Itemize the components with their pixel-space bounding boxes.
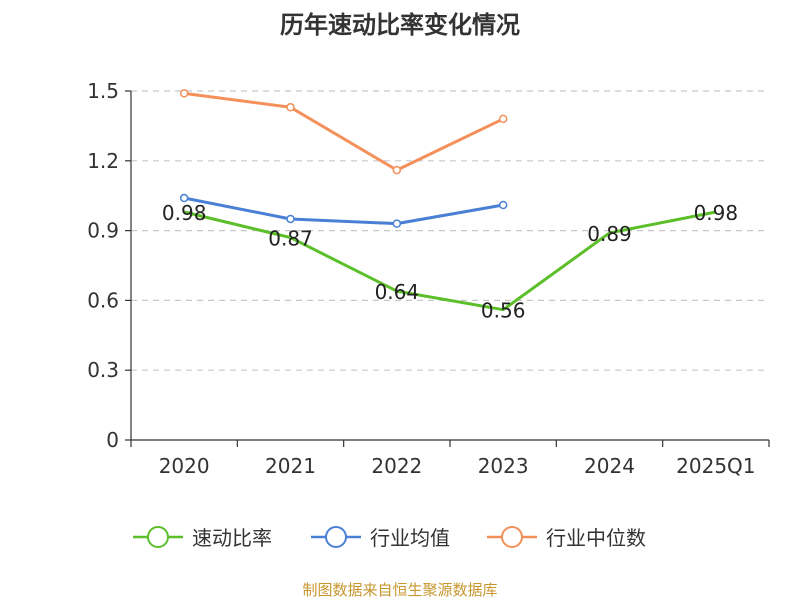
x-tick-label: 2023 (478, 454, 529, 478)
x-tick-label: 2025Q1 (676, 454, 755, 478)
series-line-1 (183, 196, 504, 226)
series-point (179, 193, 189, 203)
data-label: 0.64 (375, 280, 420, 304)
legend-item[interactable]: 行业中位数 (487, 526, 646, 550)
legend-label: 行业中位数 (546, 526, 646, 550)
legend[interactable]: 速动比率 行业均值 行业中位数 (133, 526, 646, 550)
series-lines (179, 89, 717, 312)
legend-marker (325, 526, 347, 548)
legend-label: 速动比率 (192, 526, 272, 550)
series-line-0 (183, 210, 717, 312)
axes: 0 0.3 0.6 0.9 1.2 1.5 2020 2021 2022 2023 2024 2025… (87, 79, 770, 478)
series-line-2 (183, 91, 504, 172)
legend-item[interactable]: 行业均值 (311, 526, 450, 550)
legend-marker (501, 526, 523, 548)
series-point (392, 165, 402, 175)
grid (131, 90, 769, 371)
series-point (179, 89, 189, 98)
x-tick-label: 2021 (265, 454, 316, 478)
data-labels: 0.98 0.87 0.64 0.56 0.89 0.98 (162, 201, 738, 323)
data-label: 0.89 (587, 222, 632, 246)
series-point (498, 200, 508, 210)
y-tick-label: 0.9 (87, 219, 119, 243)
series-point (392, 219, 402, 228)
x-tick-label: 2024 (584, 454, 635, 478)
data-label: 0.87 (268, 227, 313, 251)
data-label: 0.98 (162, 201, 207, 225)
series-point (498, 114, 508, 124)
series-point (286, 214, 295, 224)
y-tick-label: 0.3 (87, 358, 119, 382)
legend-label: 行业均值 (370, 526, 450, 550)
y-tick-label: 0 (106, 428, 119, 452)
y-tick-label: 1.5 (87, 79, 119, 103)
y-tick-label: 1.2 (87, 149, 119, 173)
series-point (286, 103, 295, 112)
legend-marker (147, 526, 169, 548)
chart-title: 历年速动比率变化情况 (280, 11, 520, 39)
data-label: 0.98 (694, 201, 739, 225)
data-label: 0.56 (481, 299, 526, 323)
x-tick-label: 2022 (371, 454, 422, 478)
legend-item[interactable]: 速动比率 (133, 526, 272, 550)
source-note: 制图数据来自恒生聚源数据库 (302, 581, 497, 599)
x-tick-label: 2020 (159, 454, 210, 478)
y-tick-label: 0.6 (87, 288, 119, 312)
